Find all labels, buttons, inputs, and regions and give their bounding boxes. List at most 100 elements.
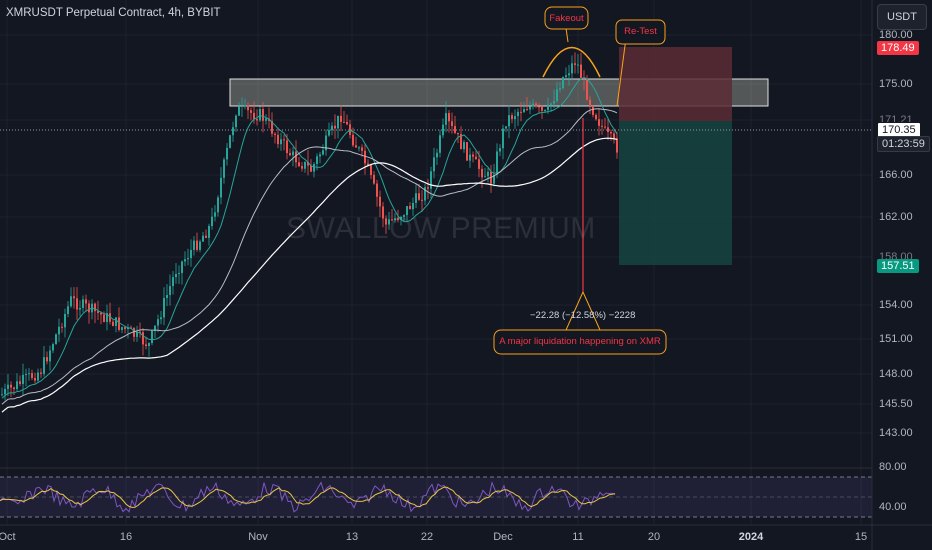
candle-body [295,151,297,163]
candle-body [478,159,480,169]
candle-body [67,306,69,314]
candle-body [571,63,573,74]
candle-body [133,328,135,337]
fakeout-box[interactable] [544,6,589,30]
candle-body [97,311,99,313]
candle-body [88,303,90,313]
candle-body [16,381,18,390]
candle-body [400,216,402,220]
candle-body [577,64,579,66]
fakeout-pointer [565,27,569,43]
symbol-title[interactable]: XMRUSDT Perpetual Contract, 4h, BYBIT [6,7,221,19]
time-label: 13 [345,531,359,543]
candle-body [505,126,507,129]
candle-body [301,166,303,169]
rsi-line [0,481,616,513]
candle-body [472,154,474,157]
candle-body [271,120,273,134]
candle-body [427,187,429,189]
candle-body [118,317,120,330]
candle-body [61,326,63,328]
candle-body [151,330,153,344]
candle-body [484,176,486,178]
candle-body [274,133,276,135]
rsi-tick: 40.00 [879,501,907,513]
candle-body [220,177,222,198]
candle-body [391,219,393,221]
candle-body [298,162,300,167]
candle-body [367,163,369,166]
candle-body [616,138,618,153]
candle-body [253,112,255,120]
candle-body [232,127,234,136]
candle-body [547,104,549,110]
price-tick: 162.00 [879,211,913,223]
candle-body [439,135,441,153]
candle-body [181,261,183,274]
candle-body [85,299,87,304]
candle-body [247,105,249,111]
candle-body [433,157,435,172]
candle-body [514,116,516,120]
price-tick: 175.00 [879,78,913,90]
candle-body [178,273,180,275]
candle-body [538,106,540,108]
grid-lines [0,0,872,525]
candle-body [184,259,186,262]
candle-body [448,113,450,122]
candle-body [226,147,228,160]
short-stop-zone[interactable] [619,47,732,121]
short-target-zone[interactable] [619,121,732,265]
candle-body [52,344,54,351]
candle-body [100,312,102,315]
candle-body [34,378,36,381]
price-tick: 151.00 [879,333,913,345]
candle-body [481,168,483,178]
candle-body [241,105,243,107]
candle-body [142,332,144,345]
candle-body [436,152,438,158]
candle-body [559,88,561,90]
candle-body [190,249,192,259]
candle-body [43,357,45,374]
candle-body [598,119,600,126]
candle-body [262,109,264,121]
candle-body [532,103,534,107]
candle-body [487,171,489,177]
retest-box[interactable] [615,19,666,45]
liquidation-pointer [565,291,601,331]
candle-body [475,156,477,160]
candle-body [343,121,345,123]
candle-body [445,113,447,125]
candle-body [40,372,42,374]
candle-body [37,372,39,381]
candle-body [193,240,195,250]
candle-body [526,109,528,111]
candle-body [145,344,147,347]
candle-body [358,147,360,149]
candle-body [325,135,327,151]
time-label: 20 [647,531,661,543]
candle-body [454,125,456,133]
candle-body [169,286,171,295]
fakeout-label: Fakeout [549,13,584,24]
candle-body [148,343,150,347]
liquidation-box[interactable] [493,329,667,355]
candle-body [25,374,27,376]
candle-body [49,350,51,362]
candle-body [58,326,60,335]
candle-body [403,215,405,217]
candle-body [157,319,159,326]
candle-body [589,99,591,107]
candle-body [214,212,216,217]
candlesticks [1,52,618,401]
currency-selector[interactable]: USDT [877,4,927,30]
candle-body [4,388,6,395]
candle-body [520,111,522,113]
candle-body [238,106,240,116]
candle-body [457,132,459,135]
candle-body [370,165,372,176]
candle-body [502,128,504,149]
candle-body [334,125,336,129]
